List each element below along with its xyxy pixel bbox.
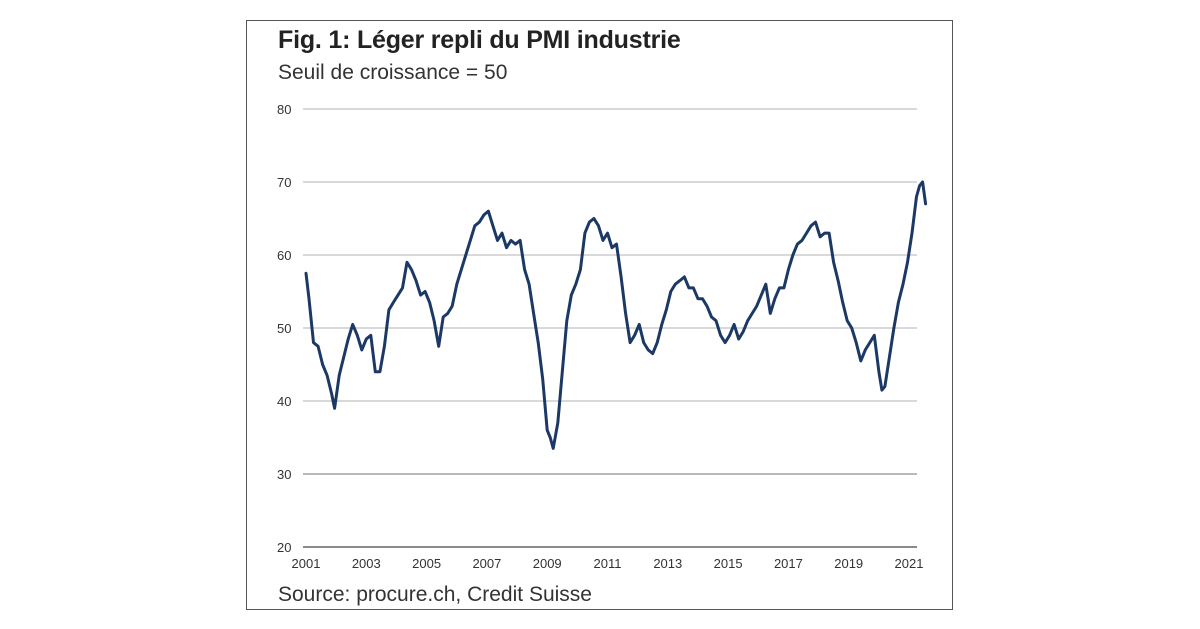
chart-subtitle: Seuil de croissance = 50 — [278, 61, 508, 84]
x-axis-ticks: 2001 2003 2005 2007 2009 2011 2013 2015 2017 2019… — [292, 556, 924, 571]
chart-title: Fig. 1: Léger repli du PMI industrie — [278, 26, 681, 54]
x-tick-label: 2015 — [714, 556, 743, 571]
source-note: Source: procure.ch, Credit Suisse — [278, 583, 592, 606]
x-tick-label: 2009 — [533, 556, 562, 571]
x-tick-label: 2005 — [412, 556, 441, 571]
y-tick-label: 50 — [277, 321, 291, 336]
x-tick-label: 2017 — [774, 556, 803, 571]
y-tick-label: 80 — [277, 102, 291, 117]
pmi-series-line — [304, 180, 928, 450]
y-tick-label: 70 — [277, 175, 291, 190]
chart-frame — [246, 20, 953, 610]
x-tick-label: 2001 — [292, 556, 321, 571]
x-tick-label: 2003 — [352, 556, 381, 571]
y-tick-label: 40 — [277, 394, 291, 409]
y-tick-label: 20 — [277, 540, 291, 555]
x-tick-label: 2013 — [653, 556, 682, 571]
gridlines — [303, 108, 917, 548]
y-tick-label: 60 — [277, 248, 291, 263]
y-tick-label: 30 — [277, 467, 291, 482]
x-tick-label: 2007 — [472, 556, 501, 571]
y-axis-ticks: 20 30 40 50 60 70 80 — [277, 102, 291, 555]
x-tick-label: 2011 — [594, 556, 622, 571]
x-tick-label: 2019 — [834, 556, 863, 571]
x-tick-label: 2021 — [895, 556, 924, 571]
